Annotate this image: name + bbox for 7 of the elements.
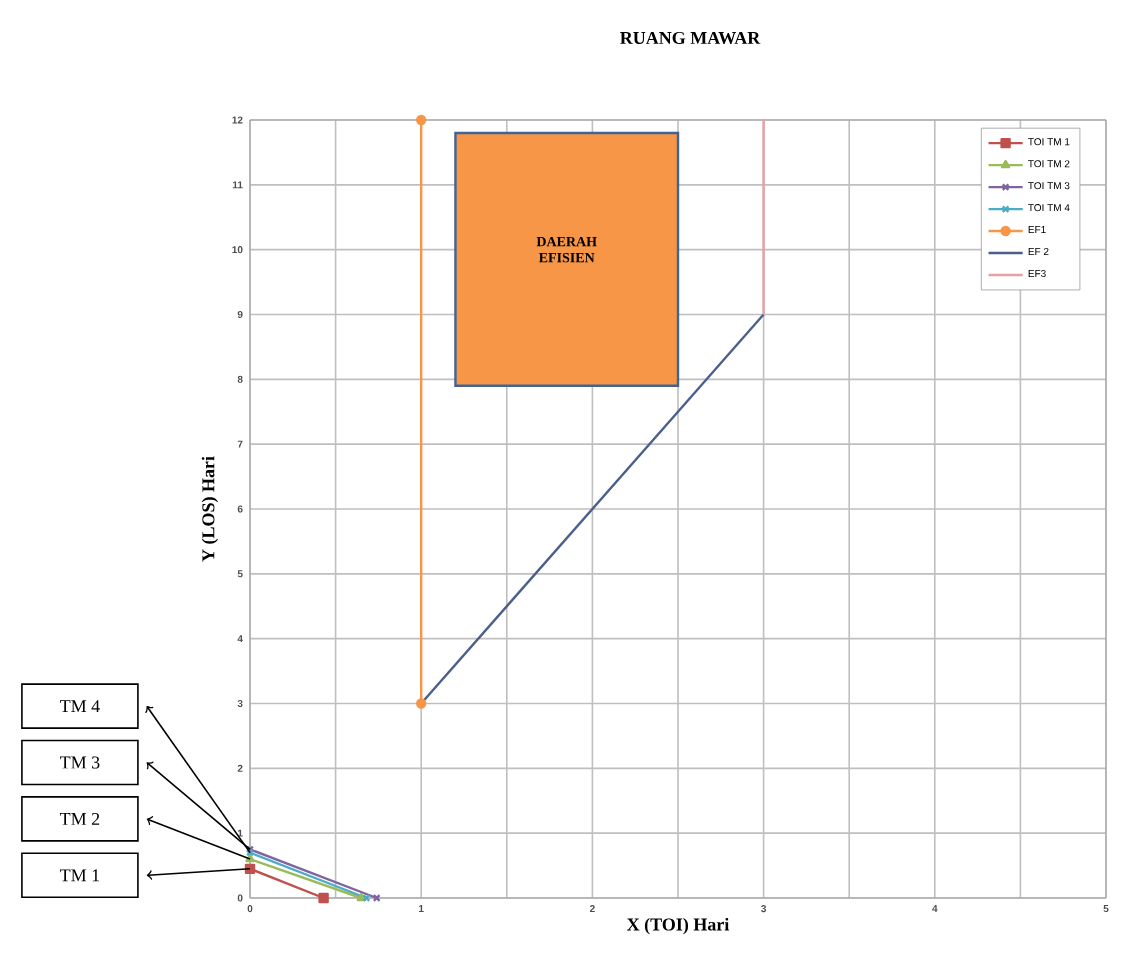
text: TM 4 (59, 700, 100, 713)
chart-title: RUANG MAWAR (620, 31, 761, 45)
x-axis-title: X (TOI) Hari (627, 917, 730, 935)
text: TM 1 (59, 869, 100, 882)
y-axis-title: Y (LOS) Hari (201, 456, 219, 562)
text: TM 3 (59, 756, 100, 769)
text: TM 2 (59, 812, 100, 825)
